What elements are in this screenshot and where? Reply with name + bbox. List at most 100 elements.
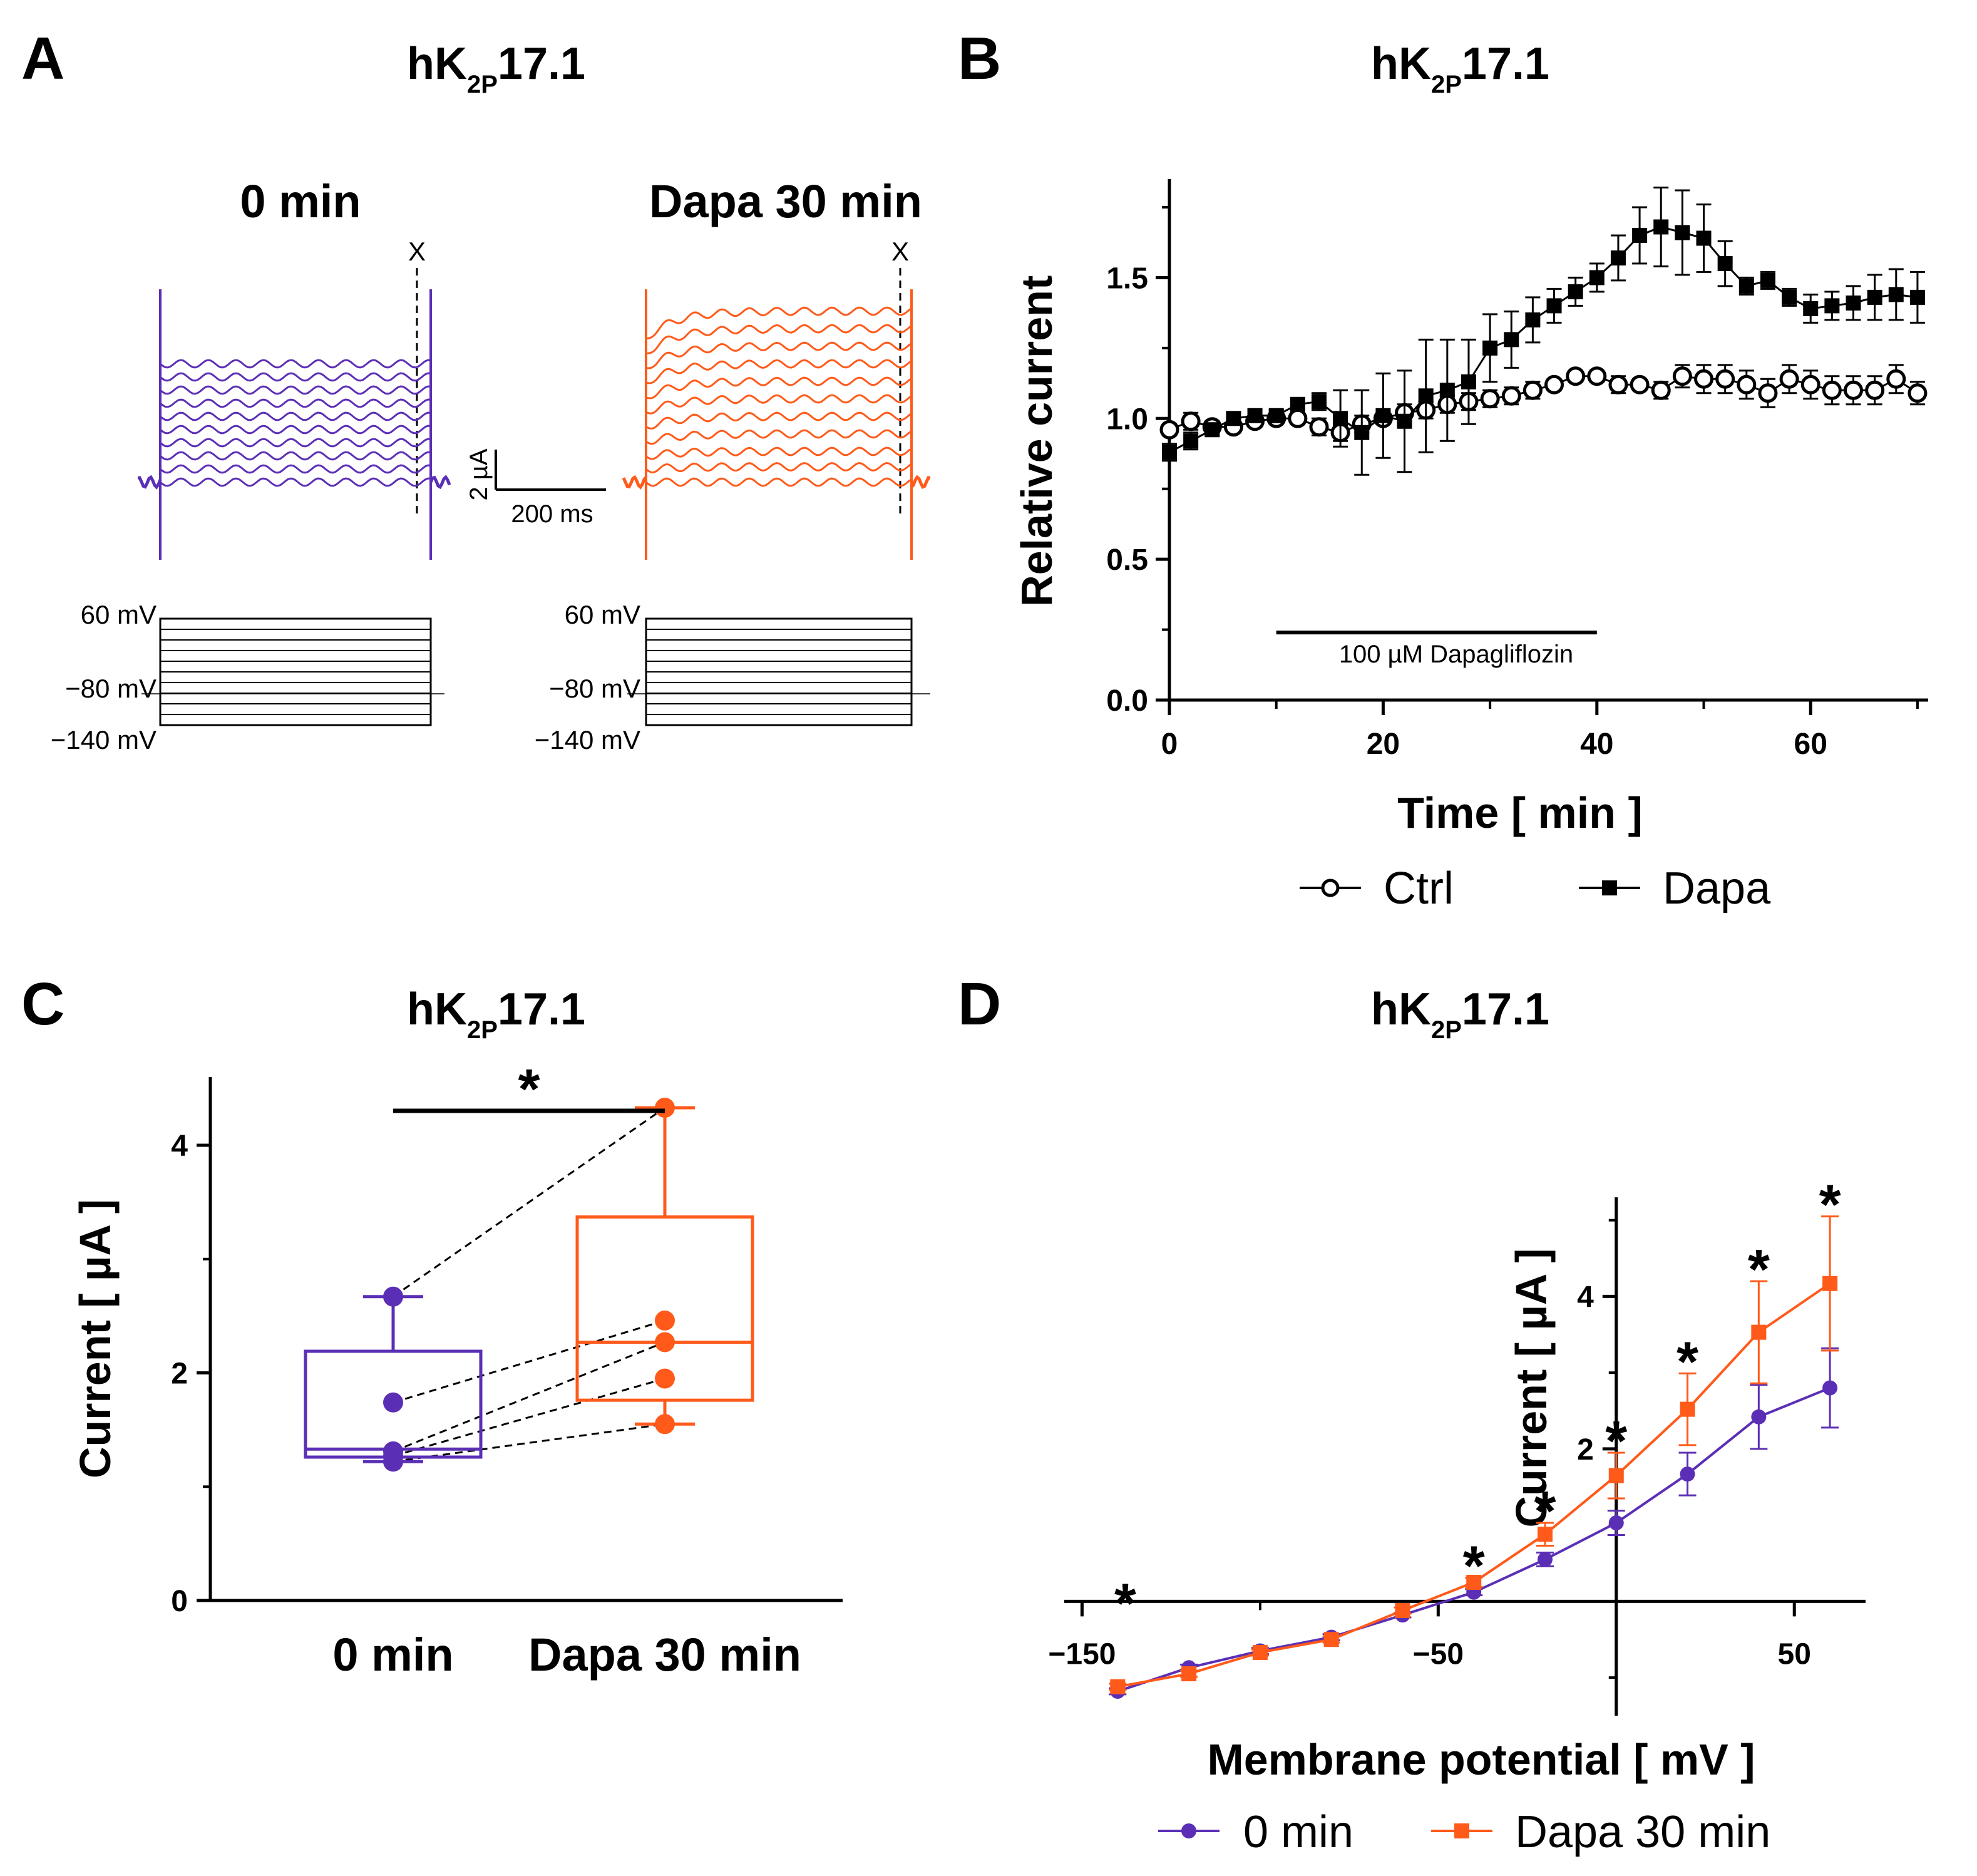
significance-star: * xyxy=(1114,1572,1136,1635)
data-point xyxy=(1779,369,1799,389)
protocol-right-hold-label: −80 mV xyxy=(549,674,640,703)
data-point xyxy=(1311,394,1327,410)
data-point xyxy=(1782,289,1797,305)
data-point xyxy=(1110,1679,1126,1694)
significance-star: * xyxy=(518,1058,540,1121)
paired-line xyxy=(393,1319,665,1404)
trace-5 xyxy=(160,411,431,421)
data-point xyxy=(1630,374,1650,394)
legend-dapa-marker xyxy=(1602,880,1617,895)
x-axis-label: Time [ min ] xyxy=(1397,788,1643,837)
x-tick-label: −50 xyxy=(1413,1637,1464,1671)
significance-star: * xyxy=(1748,1239,1770,1301)
trace-9 xyxy=(160,359,431,369)
data-point xyxy=(1822,1276,1838,1291)
trace-5 xyxy=(645,394,912,415)
protocol-left-hold-label: −80 mV xyxy=(65,674,157,703)
protocol-right-top-label: 60 mV xyxy=(565,600,640,629)
legend-0min-label: 0 min xyxy=(1243,1807,1353,1857)
data-point xyxy=(1162,445,1177,460)
trace-9 xyxy=(645,324,912,354)
protocol-left-bottom-label: −140 mV xyxy=(51,725,157,755)
y-tick-label: 0.5 xyxy=(1106,544,1148,577)
y-axis-label: Current [ µA ] xyxy=(1507,1248,1556,1527)
x-tick-label: 50 xyxy=(1778,1637,1811,1671)
data-point xyxy=(1822,380,1842,400)
data-point xyxy=(1461,374,1476,389)
data-point xyxy=(1680,1401,1695,1417)
data-point xyxy=(1886,369,1906,389)
y-tick-label: 4 xyxy=(1577,1281,1594,1314)
data-point xyxy=(1525,312,1541,327)
panel-c-title: hK2P17.1 xyxy=(407,984,585,1044)
data-point-dapa xyxy=(655,1310,675,1331)
data-point xyxy=(1846,295,1861,311)
data-point xyxy=(1803,301,1819,316)
y-axis-label: Current [ µA ] xyxy=(71,1199,120,1478)
data-point xyxy=(1504,332,1519,348)
data-point xyxy=(1181,411,1201,431)
x-tick-label: 0 xyxy=(1161,728,1178,761)
significance-star: * xyxy=(1677,1331,1698,1393)
data-point xyxy=(1418,388,1434,404)
panel-c: C hK2P17.1 0 2 4 Current [ µA ] 0 min Dapa 30… xyxy=(21,971,843,1681)
data-point xyxy=(1717,255,1733,271)
data-point xyxy=(1822,1380,1838,1396)
data-point xyxy=(1482,340,1498,356)
data-point-dapa xyxy=(655,1332,675,1353)
data-point xyxy=(1908,383,1928,403)
data-point xyxy=(1608,1515,1624,1530)
data-point-0min xyxy=(383,1392,403,1413)
x-tick-label: 40 xyxy=(1580,728,1613,761)
data-point xyxy=(1226,411,1241,426)
data-point xyxy=(1715,369,1735,389)
current-traces-dapa xyxy=(622,289,931,560)
data-point xyxy=(1181,1666,1197,1682)
trace-2 xyxy=(645,446,912,460)
data-point xyxy=(1323,1632,1339,1647)
voltage-protocol-left xyxy=(141,617,444,726)
trace-6 xyxy=(645,376,912,399)
y-tick-label: 2 xyxy=(1577,1433,1594,1466)
data-point xyxy=(1546,298,1562,314)
panel-d-label: D xyxy=(958,971,1001,1038)
panel-b-label: B xyxy=(958,25,1001,92)
y-tick-label: 1.0 xyxy=(1106,403,1148,436)
data-point xyxy=(1632,227,1648,243)
data-point xyxy=(1395,1603,1410,1618)
data-point xyxy=(1538,1527,1553,1542)
trace-2 xyxy=(160,451,431,461)
data-point-0min xyxy=(383,1286,403,1307)
box-iqr xyxy=(575,1215,754,1402)
x-tick-label: 60 xyxy=(1794,728,1827,761)
data-point xyxy=(1252,1644,1268,1660)
scale-bar-x-label: 200 ms xyxy=(511,500,593,528)
panel-a-label: A xyxy=(21,25,64,92)
data-point xyxy=(1247,408,1263,423)
marker-x-left: X xyxy=(408,237,426,266)
trace-baseline-pre xyxy=(622,475,647,490)
data-point xyxy=(1738,278,1754,294)
x-category-label: 0 min xyxy=(332,1629,453,1681)
legend-ctrl-label: Ctrl xyxy=(1384,863,1454,914)
panel-a: A hK2P17.1 0 min Dapa 30 min X X 2 µA 20… xyxy=(21,25,931,755)
data-point xyxy=(1867,289,1882,305)
trace-baseline-post xyxy=(429,475,451,490)
trace-8 xyxy=(160,372,431,382)
data-point xyxy=(1696,230,1712,246)
data-point xyxy=(1268,408,1284,423)
protocol-right-bottom-label: −140 mV xyxy=(535,725,640,755)
trace-8 xyxy=(645,341,912,369)
legend: 0 min Dapa 30 min xyxy=(1158,1807,1770,1857)
trace-3 xyxy=(160,438,431,448)
y-axis-label: Relative current xyxy=(1012,276,1061,607)
trace-10 xyxy=(645,306,912,340)
trace-baseline-pre xyxy=(138,475,162,490)
condition-0min-label: 0 min xyxy=(240,175,361,227)
y-tick-label: 0 xyxy=(171,1585,188,1618)
data-point xyxy=(1333,411,1348,426)
data-point xyxy=(1309,417,1329,437)
data-point xyxy=(1538,1552,1553,1567)
data-point xyxy=(1909,289,1925,305)
panel-d-title: hK2P17.1 xyxy=(1371,984,1549,1044)
